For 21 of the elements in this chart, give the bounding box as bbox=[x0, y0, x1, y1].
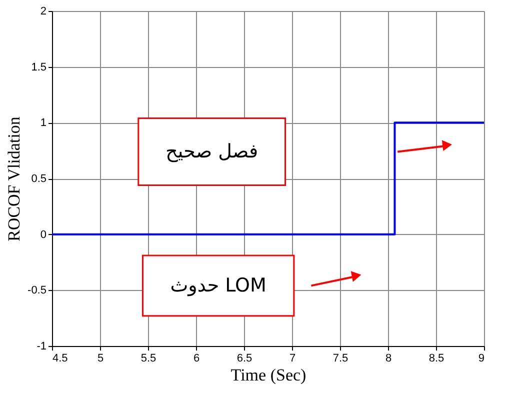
annotation: فصل صحيح bbox=[166, 140, 258, 163]
x-tick-label: 6.5 bbox=[236, 352, 252, 364]
x-tick-label: 4.5 bbox=[52, 352, 68, 364]
x-tick-label: 7.5 bbox=[332, 352, 348, 364]
y-tick-label: 2 bbox=[40, 6, 46, 18]
y-tick-label: -0.5 bbox=[28, 284, 46, 297]
x-axis-title: Time (Sec) bbox=[230, 366, 306, 384]
x-tick-label: 8 bbox=[385, 352, 392, 364]
x-tick-label: 9 bbox=[478, 352, 484, 364]
y-tick-label: 0.5 bbox=[31, 173, 46, 185]
x-tick-label: 6 bbox=[193, 352, 200, 364]
y-tick-label: 0 bbox=[40, 228, 46, 241]
y-tick-label: 1 bbox=[40, 117, 46, 130]
x-tick-label: 8.5 bbox=[428, 352, 444, 364]
x-tick-label: 5 bbox=[97, 352, 104, 364]
y-tick-label: 1.5 bbox=[31, 61, 46, 74]
annotation: حدوث LOM bbox=[170, 274, 266, 297]
x-tick-label: 7 bbox=[289, 352, 296, 364]
x-tick-label: 5.5 bbox=[140, 352, 156, 364]
y-tick-label: -1 bbox=[36, 340, 46, 352]
y-axis-title: ROCOF Vlidation bbox=[4, 116, 24, 242]
